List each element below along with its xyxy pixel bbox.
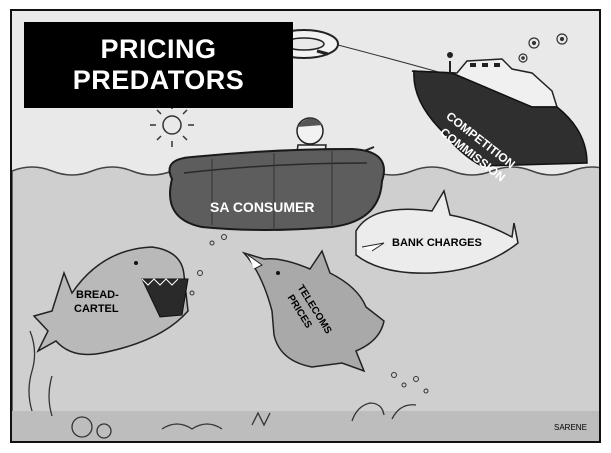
artist-signature: SARENE	[554, 423, 587, 432]
shark-icon	[355, 189, 519, 274]
shark-icon	[32, 246, 189, 356]
shark-icon	[241, 249, 385, 373]
bread-cartel-label-line-1: BREAD-	[76, 289, 119, 301]
title-line-2: PREDATORS	[72, 65, 245, 95]
ship-icon	[411, 52, 588, 167]
title-banner: PRICING PREDATORS	[24, 22, 293, 108]
seabed	[12, 411, 599, 441]
bubbles	[189, 234, 429, 394]
consumer-label: SA CONSUMER	[210, 199, 315, 215]
title-line-1: PRICING	[100, 34, 217, 64]
flower-icon	[518, 33, 568, 63]
sun-icon	[150, 103, 194, 147]
bread-cartel-label-line-2: CARTEL	[74, 303, 119, 315]
bank-charges-label: BANK CHARGES	[392, 237, 482, 249]
cartoon-scene	[12, 11, 599, 441]
seaweed	[28, 330, 417, 439]
cartoon-frame: PRICING PREDATORS SA CONSUMER COMPETITIO…	[10, 9, 601, 443]
dinghy-icon	[168, 117, 385, 231]
